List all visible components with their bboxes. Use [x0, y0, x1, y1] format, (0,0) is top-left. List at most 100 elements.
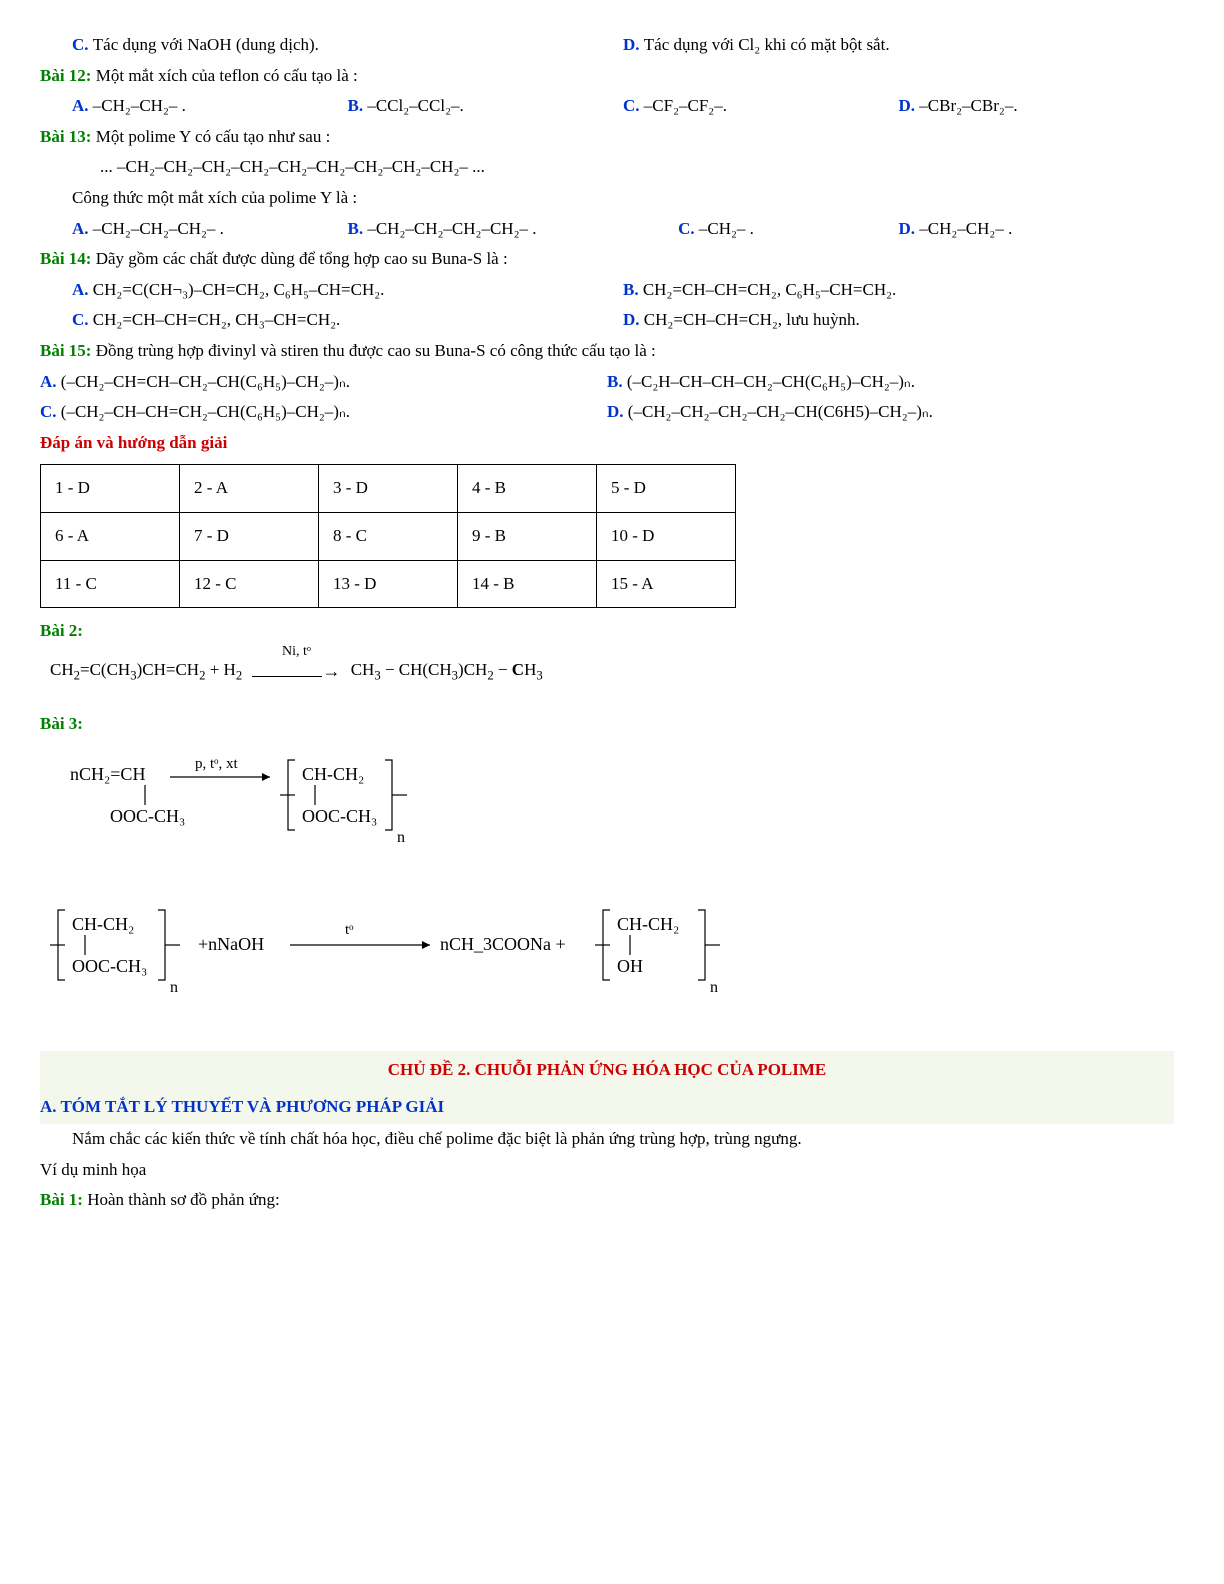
section-heading: A. TÓM TẮT LÝ THUYẾT VÀ PHƯƠNG PHÁP GIẢI [40, 1090, 1174, 1125]
bai1-bottom: Bài 1: Hoàn thành sơ đồ phản ứng: [40, 1185, 1174, 1216]
bai14-question: Bài 14: Dãy gồm các chất được dùng để tổ… [40, 244, 1174, 275]
bai3-eq1: nCH₂=CH OOC-CH₃ p, tᵒ, xt CH-CH₂ OOC-CH₃… [40, 750, 1174, 871]
bai13-d: –CH₂–CH₂– . [919, 219, 1012, 238]
bai13-chain: ... –CH₂–CH₂–CH₂–CH₂–CH₂–CH₂–CH₂–CH₂–CH₂… [40, 152, 1174, 183]
answers-cell: 7 - D [180, 512, 319, 560]
answers-cell: 5 - D [597, 465, 736, 513]
option-c-text: Tác dụng với NaOH (dung dịch). [93, 35, 319, 54]
bai14-d-letter: D. [623, 310, 644, 329]
bai12-d: –CBr₂–CBr₂–. [919, 96, 1017, 115]
bai13-a: –CH₂–CH₂–CH₂– . [93, 219, 224, 238]
eq1-left-bottom: OOC-CH₃ [110, 806, 185, 826]
bai2-sol-label: Bài 2: [40, 616, 1174, 647]
table-row: 1 - D 2 - A 3 - D 4 - B 5 - D [41, 465, 736, 513]
answers-cell: 13 - D [319, 560, 458, 608]
bai14-label: Bài 14: [40, 249, 91, 268]
answers-cell: 3 - D [319, 465, 458, 513]
bai15-b: (–C₂H–CH–CH–CH₂–CH(C₆H₅)–CH₂–)ₙ. [627, 372, 915, 391]
answers-table-body: 1 - D 2 - A 3 - D 4 - B 5 - D 6 - A 7 - … [41, 465, 736, 608]
bai15-a-letter: A. [40, 372, 61, 391]
bai13-c: –CH₂– . [699, 219, 754, 238]
theory-paragraph: Nắm chắc các kiến thức về tính chất hóa … [40, 1124, 1174, 1155]
bai15-b-letter: B. [607, 372, 627, 391]
bai13-text: Một polime Y có cấu tạo như sau : [96, 127, 331, 146]
bai12-c: –CF₂–CF₂–. [644, 96, 727, 115]
bai14-a: CH₂=C(CH¬₃)–CH=CH₂, C₆H₅–CH=CH₂. [93, 280, 385, 299]
option-c: C. Tác dụng với NaOH (dung dịch). [72, 30, 623, 61]
answers-cell: 2 - A [180, 465, 319, 513]
bai12-options: A. –CH₂–CH₂– . B. –CCl₂–CCl₂–. C. –CF₂–C… [40, 91, 1174, 122]
bai12-text: Một mắt xích của teflon có cấu tạo là : [96, 66, 358, 85]
topic-heading: CHỦ ĐỀ 2. CHUỖI PHẢN ỨNG HÓA HỌC CỦA POL… [40, 1051, 1174, 1090]
bai15-c: (–CH₂–CH–CH=CH₂–CH(C₆H₅)–CH₂–)ₙ. [61, 402, 350, 421]
answers-cell: 4 - B [458, 465, 597, 513]
eq1-subscript-n: n [397, 829, 405, 846]
answers-heading: Đáp án và hướng dẫn giải [40, 428, 1174, 459]
bai2-equation: CH2=C(CH3)CH=CH2 + H2 Ni, tᵒ → CH3 − CH(… [40, 655, 1174, 688]
eq1-cond: p, tᵒ, xt [195, 756, 238, 772]
bai13-c-letter: C. [678, 219, 699, 238]
bai1-text: Hoàn thành sơ đồ phản ứng: [87, 1190, 279, 1209]
bai14-a-letter: A. [72, 280, 93, 299]
bai15-options-row2: C. (–CH₂–CH–CH=CH₂–CH(C₆H₅)–CH₂–)ₙ. D. (… [40, 397, 1174, 428]
option-d: D. Tác dụng với Cl₂ khi có mặt bột sắt. [623, 30, 1174, 61]
bai12-a-letter: A. [72, 96, 93, 115]
answers-cell: 8 - C [319, 512, 458, 560]
bai15-text: Đồng trùng hợp đivinyl và stiren thu đượ… [96, 341, 656, 360]
bai12-question: Bài 12: Một mắt xích của teflon có cấu t… [40, 61, 1174, 92]
answers-table: 1 - D 2 - A 3 - D 4 - B 5 - D 6 - A 7 - … [40, 464, 736, 608]
bai14-c-letter: C. [72, 310, 93, 329]
bai3-sol-label: Bài 3: [40, 709, 1174, 740]
eq2-right-top: CH-CH₂ [617, 914, 679, 934]
bai13-question: Bài 13: Một polime Y có cấu tạo như sau … [40, 122, 1174, 153]
eq1-right-bottom: OOC-CH₃ [302, 806, 377, 826]
eq2-plus: +nNaOH [198, 934, 264, 954]
bai14-options-row2: C. CH₂=CH–CH=CH₂, CH₃–CH=CH₂. D. CH₂=CH–… [40, 305, 1174, 336]
option-d-text: Tác dụng với Cl₂ khi có mặt bột sắt. [644, 35, 890, 54]
top-option-row: C. Tác dụng với NaOH (dung dịch). D. Tác… [40, 30, 1174, 61]
bai13-label: Bài 13: [40, 127, 91, 146]
bai1-label: Bài 1: [40, 1190, 83, 1209]
bai2-cond: Ni, tᵒ [252, 639, 340, 664]
bai13-a-letter: A. [72, 219, 93, 238]
bai12-b-letter: B. [348, 96, 368, 115]
bai12-c-letter: C. [623, 96, 644, 115]
bai13-subtext: Công thức một mắt xích của polime Y là : [40, 183, 1174, 214]
answers-cell: 1 - D [41, 465, 180, 513]
bai13-b-letter: B. [348, 219, 368, 238]
bai15-question: Bài 15: Đồng trùng hợp đivinyl và stiren… [40, 336, 1174, 367]
eq1-right-top: CH-CH₂ [302, 764, 364, 784]
eq2-left-bottom: OOC-CH₃ [72, 956, 147, 976]
bai15-d-letter: D. [607, 402, 628, 421]
option-letter-d: D. [623, 35, 644, 54]
bai15-c-letter: C. [40, 402, 61, 421]
eq2-mid: nCH_3COONa + [440, 934, 566, 954]
example-label: Ví dụ minh họa [40, 1155, 1174, 1186]
option-letter-c: C. [72, 35, 93, 54]
answers-cell: 10 - D [597, 512, 736, 560]
bai14-text: Dãy gồm các chất được dùng để tổng hợp c… [96, 249, 508, 268]
eq2-right-n: n [710, 979, 718, 996]
eq2-cond: tᵒ [345, 922, 354, 938]
bai12-a: –CH₂–CH₂– . [93, 96, 186, 115]
eq2-left-n: n [170, 979, 178, 996]
bai13-options: A. –CH₂–CH₂–CH₂– . B. –CH₂–CH₂–CH₂–CH₂– … [40, 214, 1174, 245]
bai14-c: CH₂=CH–CH=CH₂, CH₃–CH=CH₂. [93, 310, 341, 329]
bai13-b: –CH₂–CH₂–CH₂–CH₂– . [367, 219, 536, 238]
eq2-right-bottom: OH [617, 956, 643, 976]
bai14-b: CH₂=CH–CH=CH₂, C₆H₅–CH=CH₂. [643, 280, 896, 299]
answers-cell: 15 - A [597, 560, 736, 608]
bai14-options-row1: A. CH₂=C(CH¬₃)–CH=CH₂, C₆H₅–CH=CH₂. B. C… [40, 275, 1174, 306]
bai12-label: Bài 12: [40, 66, 91, 85]
table-row: 6 - A 7 - D 8 - C 9 - B 10 - D [41, 512, 736, 560]
bai3-eq2: CH-CH₂ OOC-CH₃ n +nNaOH tᵒ nCH_3COONa + … [40, 900, 1174, 1021]
eq1-left-top: nCH₂=CH [70, 764, 145, 784]
bai14-b-letter: B. [623, 280, 643, 299]
answers-cell: 9 - B [458, 512, 597, 560]
table-row: 11 - C 12 - C 13 - D 14 - B 15 - A [41, 560, 736, 608]
answers-cell: 6 - A [41, 512, 180, 560]
answers-cell: 11 - C [41, 560, 180, 608]
bai12-b: –CCl₂–CCl₂–. [367, 96, 463, 115]
answers-cell: 12 - C [180, 560, 319, 608]
bai13-d-letter: D. [898, 219, 919, 238]
